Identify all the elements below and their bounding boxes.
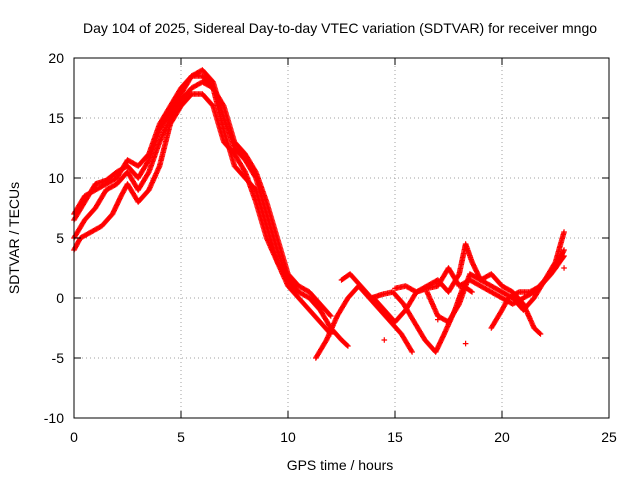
data-marks [71, 67, 567, 361]
y-tick-label: 10 [48, 170, 64, 186]
data-point [561, 265, 567, 271]
data-point [344, 342, 350, 348]
x-tick-label: 20 [494, 429, 510, 445]
x-tick-label: 25 [601, 429, 617, 445]
y-tick-label: 5 [56, 230, 64, 246]
x-tick-label: 15 [387, 429, 403, 445]
data-point [145, 170, 151, 176]
y-axis-label: SDTVAR / TECUs [6, 182, 22, 294]
data-point [455, 302, 462, 308]
data-point [327, 312, 333, 318]
data-point [561, 229, 567, 235]
data-point [409, 349, 415, 355]
data-point [241, 168, 248, 174]
y-tick-label: 20 [48, 50, 64, 66]
y-tick-label: -10 [44, 410, 64, 426]
data-point [536, 330, 543, 336]
data-point [435, 316, 441, 323]
data-point [560, 254, 567, 260]
data-point [381, 337, 388, 343]
data-point [537, 331, 544, 337]
data-point [284, 276, 291, 282]
data-point [561, 253, 567, 259]
data-point [455, 272, 462, 278]
data-point [328, 313, 334, 319]
data-point [334, 313, 341, 319]
chart-title: Day 104 of 2025, Sidereal Day-to-day VTE… [83, 20, 597, 36]
data-point [345, 343, 351, 349]
x-tick-label: 0 [70, 429, 78, 445]
y-tick-label: 0 [56, 290, 64, 306]
data-point [252, 168, 258, 174]
data-point [561, 247, 567, 253]
x-axis-label: GPS time / hours [287, 457, 394, 473]
data-point [515, 289, 521, 296]
data-point [462, 340, 469, 347]
y-tick-labels: -10 -5 0 5 10 15 20 [44, 50, 64, 426]
x-tick-label: 5 [177, 429, 185, 445]
data-point [469, 289, 475, 295]
tick-marks [73, 57, 610, 419]
data-point [408, 348, 415, 354]
x-tick-label: 10 [280, 429, 296, 445]
data-point [468, 288, 474, 295]
y-tick-label: 15 [48, 110, 64, 126]
x-tick-labels: 0 5 10 15 20 25 [70, 429, 617, 445]
y-tick-label: -5 [52, 350, 65, 366]
data-point [285, 277, 291, 283]
data-point [220, 102, 226, 108]
grid-layer [74, 58, 609, 418]
